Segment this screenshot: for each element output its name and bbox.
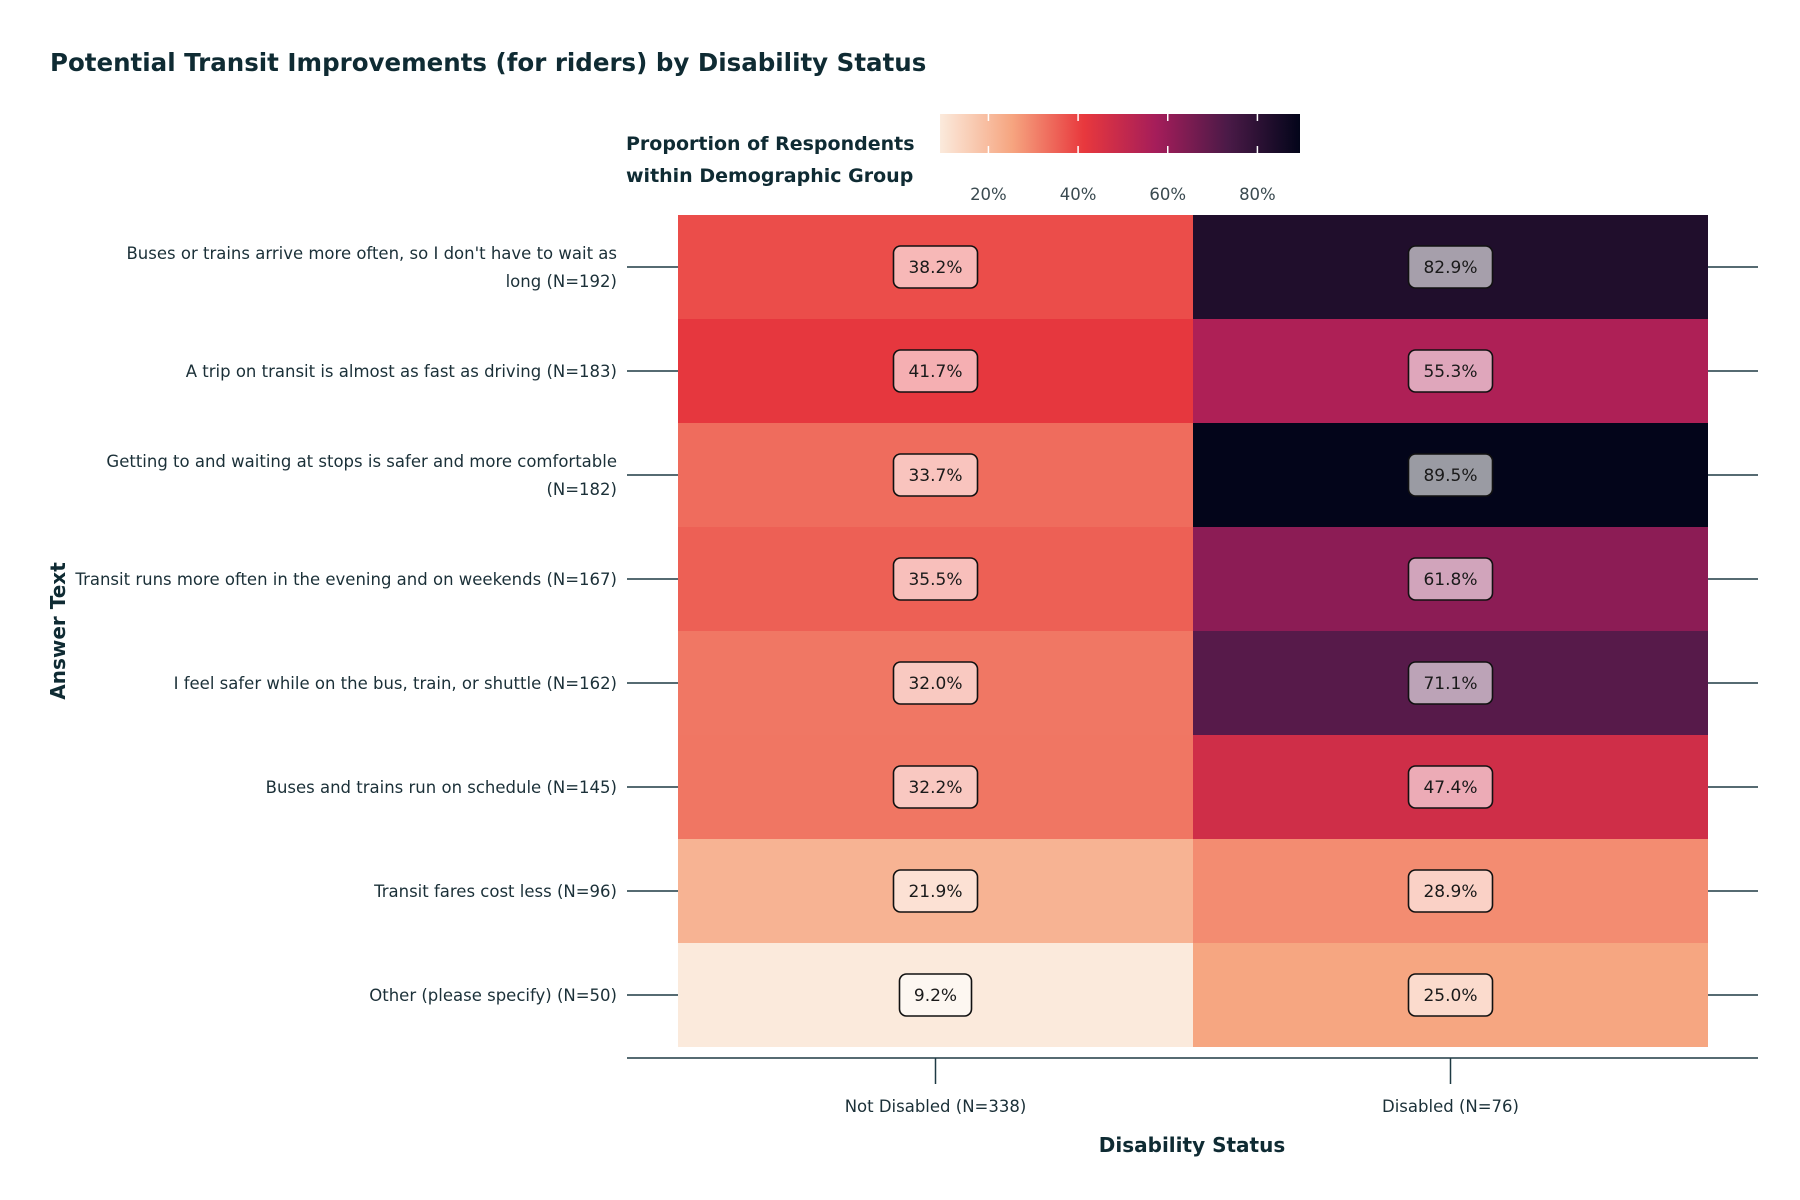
cell-label-box — [1407, 245, 1494, 289]
x-axis-title: Disability Status — [1099, 1133, 1285, 1157]
cell-value-label: 55.3% — [1423, 362, 1477, 382]
cell-label-box — [1407, 661, 1494, 705]
y-axis-label: Transit fares cost less (N=96) — [373, 882, 617, 901]
legend-color-bar — [940, 114, 1300, 153]
cell-label-box — [892, 661, 979, 705]
legend-tick-label: 60% — [1149, 185, 1186, 204]
cell-value-label: 89.5% — [1423, 466, 1477, 486]
x-axis-label: Disabled (N=76) — [1382, 1097, 1519, 1116]
cell-value-label: 32.2% — [908, 778, 962, 798]
y-axis-title: Answer Text — [46, 562, 70, 700]
cell-label-box — [898, 973, 973, 1017]
legend-title-line-2: within Demographic Group — [626, 165, 913, 187]
cell-value-label: 9.2% — [914, 986, 957, 1006]
cell-value-label: 38.2% — [908, 258, 962, 278]
cell-label-box — [892, 349, 979, 393]
cell-label-box — [1407, 869, 1494, 913]
cell-value-label: 71.1% — [1423, 674, 1477, 694]
legend-title-line-1: Proportion of Respondents — [626, 133, 915, 155]
y-axis-label: Buses or trains arrive more often, so I … — [126, 244, 617, 291]
cell-label-box — [892, 557, 979, 601]
cell-label-box — [1407, 973, 1494, 1017]
cell-label-box — [1407, 349, 1494, 393]
y-axis-label: Buses and trains run on schedule (N=145) — [266, 778, 617, 797]
cell-value-label: 82.9% — [1423, 258, 1477, 278]
color-legend: Proportion of Respondents within Demogra… — [626, 114, 1300, 204]
chart-title: Potential Transit Improvements (for ride… — [50, 48, 926, 77]
cell-label-box — [1407, 557, 1494, 601]
cell-value-label: 61.8% — [1423, 570, 1477, 590]
cell-value-label: 28.9% — [1423, 882, 1477, 902]
y-axis-label: Other (please specify) (N=50) — [369, 986, 617, 1005]
cell-label-box — [1407, 453, 1494, 497]
cell-value-label: 32.0% — [908, 674, 962, 694]
y-axis-label: Getting to and waiting at stops is safer… — [106, 452, 617, 499]
cell-value-label: 33.7% — [908, 466, 962, 486]
cell-value-label: 35.5% — [908, 570, 962, 590]
legend-tick-label: 80% — [1239, 185, 1276, 204]
x-axis-label: Not Disabled (N=338) — [845, 1097, 1027, 1116]
cell-value-label: 25.0% — [1423, 986, 1477, 1006]
y-axis-label: Transit runs more often in the evening a… — [74, 570, 617, 589]
cell-label-box — [892, 245, 979, 289]
cell-label-box — [892, 869, 979, 913]
legend-tick-label: 40% — [1060, 185, 1097, 204]
cell-value-label: 47.4% — [1423, 778, 1477, 798]
legend-tick-label: 20% — [970, 185, 1007, 204]
y-axis-label: A trip on transit is almost as fast as d… — [186, 362, 617, 381]
cell-value-label: 21.9% — [908, 882, 962, 902]
cell-label-box — [1407, 765, 1494, 809]
cell-label-box — [892, 765, 979, 809]
y-axis-label: I feel safer while on the bus, train, or… — [174, 674, 617, 693]
cell-label-box — [892, 453, 979, 497]
cell-value-label: 41.7% — [908, 362, 962, 382]
